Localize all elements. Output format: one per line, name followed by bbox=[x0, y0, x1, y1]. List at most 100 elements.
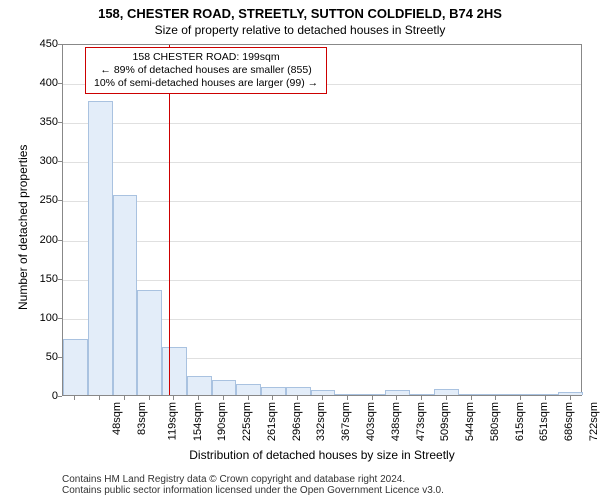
annotation-line-2: ← 89% of detached houses are smaller (85… bbox=[94, 64, 318, 77]
xtick-mark bbox=[471, 396, 472, 400]
histogram-bar bbox=[410, 394, 435, 395]
histogram-bar bbox=[137, 290, 162, 395]
chart-title-main: 158, CHESTER ROAD, STREETLY, SUTTON COLD… bbox=[0, 6, 600, 21]
histogram-bar bbox=[162, 347, 187, 395]
histogram-bar bbox=[311, 390, 336, 395]
xtick-label: 119sqm bbox=[166, 402, 178, 440]
chart-title-sub: Size of property relative to detached ho… bbox=[0, 23, 600, 37]
xtick-label: 509sqm bbox=[439, 402, 451, 441]
reference-line bbox=[169, 45, 170, 395]
histogram-bar bbox=[533, 394, 558, 395]
xtick-label: 296sqm bbox=[291, 402, 303, 441]
ytick-mark bbox=[58, 240, 62, 241]
xtick-label: 261sqm bbox=[266, 402, 278, 441]
ytick-label: 250 bbox=[28, 194, 58, 206]
xtick-mark bbox=[248, 396, 249, 400]
xtick-label: 403sqm bbox=[365, 402, 377, 441]
histogram-bar bbox=[385, 390, 410, 395]
xtick-label: 686sqm bbox=[563, 402, 575, 441]
histogram-bar bbox=[459, 394, 484, 395]
xtick-mark bbox=[173, 396, 174, 400]
annotation-box: 158 CHESTER ROAD: 199sqm ← 89% of detach… bbox=[85, 47, 327, 94]
xtick-mark bbox=[99, 396, 100, 400]
histogram-bar bbox=[261, 387, 286, 395]
gridline bbox=[63, 162, 581, 163]
xtick-label: 580sqm bbox=[489, 402, 501, 441]
xtick-mark bbox=[495, 396, 496, 400]
ytick-mark bbox=[58, 357, 62, 358]
xtick-label: 48sqm bbox=[111, 402, 123, 435]
xtick-mark bbox=[396, 396, 397, 400]
histogram-bar bbox=[558, 392, 583, 395]
histogram-bar bbox=[113, 195, 138, 395]
histogram-bar bbox=[434, 389, 459, 395]
xtick-label: 367sqm bbox=[340, 402, 352, 441]
x-axis-label: Distribution of detached houses by size … bbox=[62, 448, 582, 462]
xtick-mark bbox=[223, 396, 224, 400]
ytick-label: 300 bbox=[28, 155, 58, 167]
xtick-label: 438sqm bbox=[390, 402, 402, 441]
xtick-label: 544sqm bbox=[464, 402, 476, 441]
xtick-mark bbox=[446, 396, 447, 400]
xtick-mark bbox=[347, 396, 348, 400]
xtick-label: 190sqm bbox=[217, 402, 229, 441]
xtick-mark bbox=[570, 396, 571, 400]
xtick-mark bbox=[272, 396, 273, 400]
ytick-label: 100 bbox=[28, 312, 58, 324]
histogram-bar bbox=[484, 394, 509, 395]
histogram-bar bbox=[187, 376, 212, 395]
ytick-mark bbox=[58, 318, 62, 319]
xtick-label: 332sqm bbox=[316, 402, 328, 441]
attribution-block: Contains HM Land Registry data © Crown c… bbox=[62, 474, 444, 496]
xtick-label: 83sqm bbox=[136, 402, 148, 435]
attribution-line-1: Contains HM Land Registry data © Crown c… bbox=[62, 474, 444, 485]
histogram-bar bbox=[286, 387, 311, 395]
ytick-mark bbox=[58, 122, 62, 123]
xtick-label: 651sqm bbox=[538, 402, 550, 441]
xtick-mark bbox=[421, 396, 422, 400]
xtick-mark bbox=[198, 396, 199, 400]
histogram-bar bbox=[88, 101, 113, 395]
ytick-mark bbox=[58, 279, 62, 280]
chart-plot-area bbox=[62, 44, 582, 396]
gridline bbox=[63, 123, 581, 124]
xtick-label: 225sqm bbox=[241, 402, 253, 441]
ytick-mark bbox=[58, 200, 62, 201]
xtick-mark bbox=[322, 396, 323, 400]
ytick-label: 200 bbox=[28, 234, 58, 246]
ytick-mark bbox=[58, 44, 62, 45]
xtick-mark bbox=[545, 396, 546, 400]
xtick-mark bbox=[124, 396, 125, 400]
ytick-label: 450 bbox=[28, 38, 58, 50]
annotation-line-1: 158 CHESTER ROAD: 199sqm bbox=[94, 51, 318, 64]
annotation-line-3: 10% of semi-detached houses are larger (… bbox=[94, 77, 318, 90]
xtick-label: 615sqm bbox=[514, 402, 526, 441]
xtick-mark bbox=[149, 396, 150, 400]
histogram-bar bbox=[360, 394, 385, 395]
ytick-label: 50 bbox=[28, 351, 58, 363]
gridline bbox=[63, 201, 581, 202]
gridline bbox=[63, 241, 581, 242]
histogram-bar bbox=[63, 339, 88, 395]
attribution-line-2: Contains public sector information licen… bbox=[62, 485, 444, 496]
xtick-label: 722sqm bbox=[588, 402, 600, 441]
xtick-label: 154sqm bbox=[192, 402, 204, 441]
histogram-bar bbox=[335, 394, 360, 395]
xtick-mark bbox=[74, 396, 75, 400]
histogram-bar bbox=[509, 394, 534, 395]
gridline bbox=[63, 280, 581, 281]
ytick-mark bbox=[58, 161, 62, 162]
xtick-label: 473sqm bbox=[415, 402, 427, 441]
ytick-label: 150 bbox=[28, 273, 58, 285]
xtick-mark bbox=[372, 396, 373, 400]
ytick-mark bbox=[58, 396, 62, 397]
y-axis-label: Number of detached properties bbox=[16, 145, 30, 310]
histogram-bar bbox=[236, 384, 261, 395]
histogram-bar bbox=[212, 380, 237, 395]
ytick-label: 0 bbox=[28, 390, 58, 402]
xtick-mark bbox=[297, 396, 298, 400]
ytick-mark bbox=[58, 83, 62, 84]
ytick-label: 350 bbox=[28, 116, 58, 128]
ytick-label: 400 bbox=[28, 77, 58, 89]
xtick-mark bbox=[520, 396, 521, 400]
